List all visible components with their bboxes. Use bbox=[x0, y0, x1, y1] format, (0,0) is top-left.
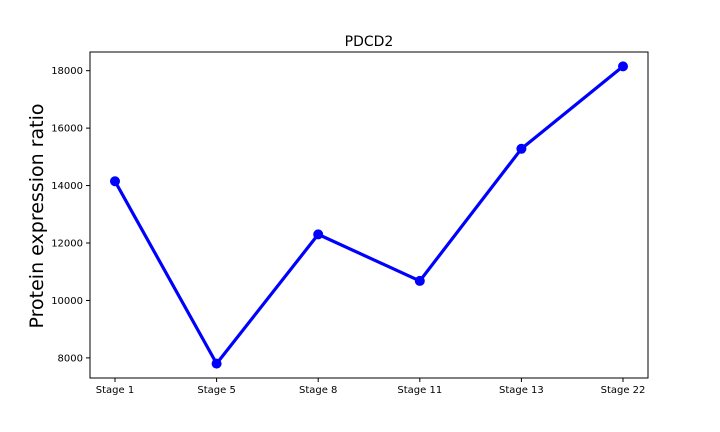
x-tick-label: Stage 5 bbox=[197, 385, 235, 396]
x-tick-label: Stage 1 bbox=[96, 385, 134, 396]
x-tick-label: Stage 22 bbox=[601, 385, 646, 396]
x-tick-label: Stage 8 bbox=[299, 385, 337, 396]
data-point bbox=[313, 229, 324, 240]
data-point bbox=[414, 275, 425, 286]
data-point bbox=[618, 61, 628, 72]
chart-title: PDCD2 bbox=[345, 34, 394, 50]
data-point bbox=[516, 143, 527, 154]
y-tick-label: 18000 bbox=[51, 66, 83, 77]
y-tick-label: 14000 bbox=[51, 181, 83, 192]
y-tick-label: 10000 bbox=[51, 296, 83, 307]
x-tick-label: Stage 13 bbox=[499, 385, 544, 396]
axes-layer: Stage 1 Stage 5 Stage 8 Stage 11 Stage 13 Sta… bbox=[51, 66, 645, 396]
data-point bbox=[110, 176, 120, 187]
y-axis-label: Protein expression ratio bbox=[26, 104, 48, 329]
y-tick-label: 8000 bbox=[58, 353, 83, 364]
y-tick-label: 12000 bbox=[51, 239, 83, 250]
data-point bbox=[211, 358, 222, 369]
plot-frame bbox=[89, 51, 649, 379]
series-layer bbox=[110, 61, 628, 369]
x-tick-label: Stage 11 bbox=[397, 385, 442, 396]
y-tick-label: 16000 bbox=[51, 124, 83, 135]
series-line bbox=[113, 64, 625, 366]
